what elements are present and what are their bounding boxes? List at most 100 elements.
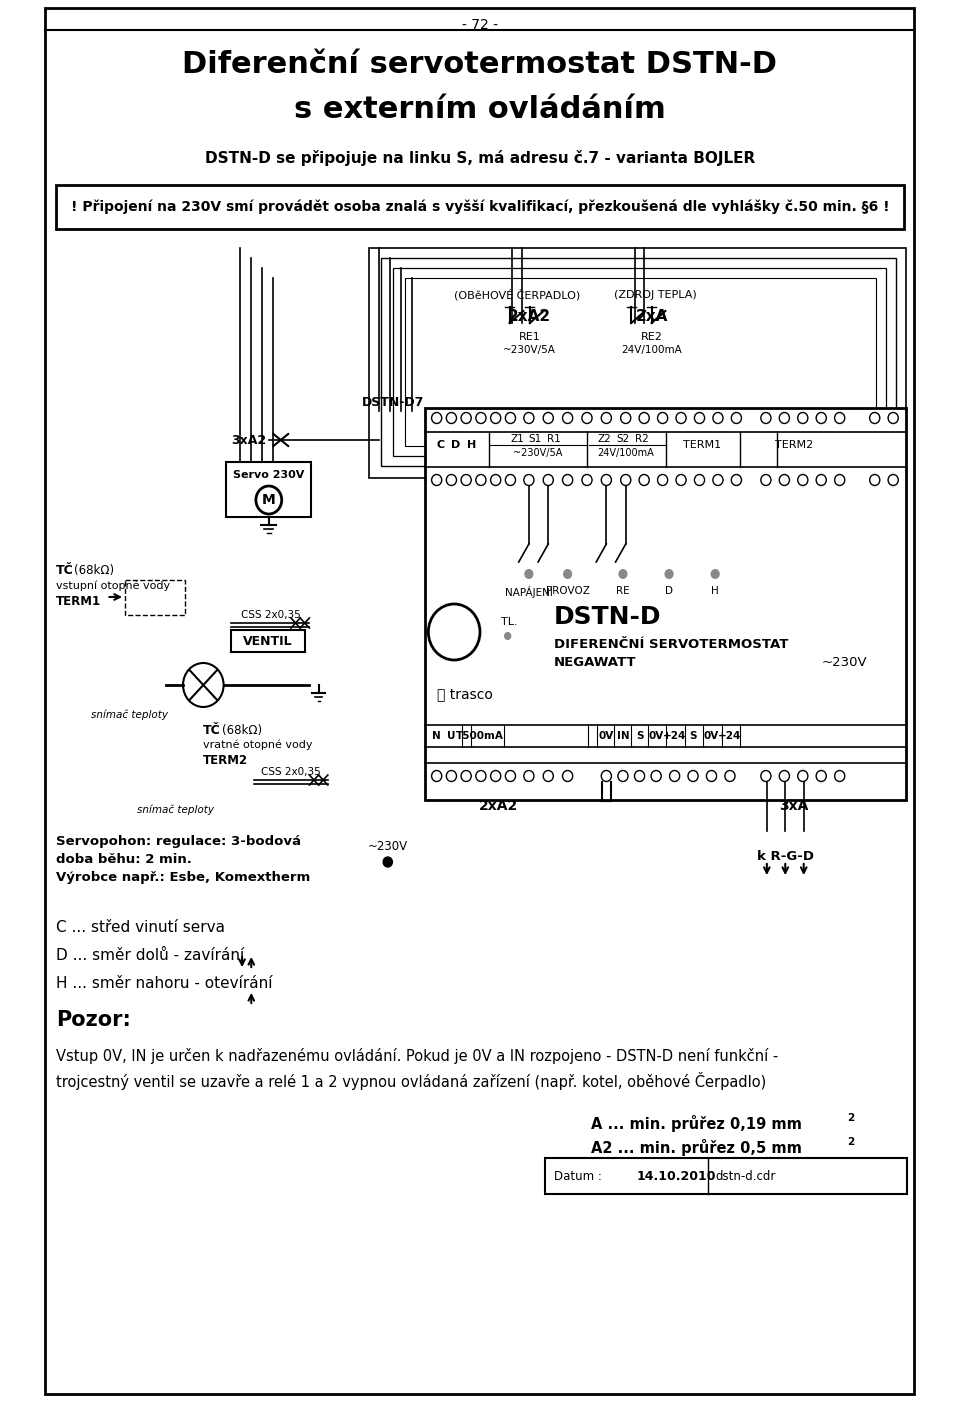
Text: U: U bbox=[447, 731, 456, 741]
Text: TERM2: TERM2 bbox=[204, 753, 249, 766]
Text: - 72 -: - 72 - bbox=[462, 18, 498, 32]
Text: (OBěHOVÉ ČERPADLO): (OBěHOVÉ ČERPADLO) bbox=[454, 289, 580, 300]
Text: (68kΩ): (68kΩ) bbox=[74, 564, 114, 577]
Text: 2xA2: 2xA2 bbox=[479, 798, 518, 812]
Circle shape bbox=[618, 570, 628, 579]
Text: trojcestný ventil se uzavře a relé 1 a 2 vypnou ovládaná zařízení (např. kotel, : trojcestný ventil se uzavře a relé 1 a 2… bbox=[56, 1072, 766, 1090]
Text: VENTIL: VENTIL bbox=[243, 634, 293, 648]
Bar bbox=[424, 408, 906, 800]
Text: TERM2: TERM2 bbox=[776, 441, 814, 450]
Bar bbox=[231, 630, 304, 652]
Text: Servopohon: regulace: 3-bodová: Servopohon: regulace: 3-bodová bbox=[56, 835, 300, 847]
Text: Pozor:: Pozor: bbox=[56, 1010, 131, 1030]
Text: C ... střed vinutí serva: C ... střed vinutí serva bbox=[56, 920, 225, 934]
Text: TČ: TČ bbox=[204, 724, 221, 737]
Text: ! Připojení na 230V smí provádět osoba znalá s vyšší kvalifikací, přezkoušená dl: ! Připojení na 230V smí provádět osoba z… bbox=[71, 199, 889, 215]
Text: vstupní otopné vody: vstupní otopné vody bbox=[56, 581, 170, 591]
Text: 2xA2: 2xA2 bbox=[508, 309, 551, 324]
Text: Z1: Z1 bbox=[510, 434, 524, 443]
Text: 3xA: 3xA bbox=[779, 798, 808, 812]
Circle shape bbox=[383, 857, 393, 867]
Text: dstn-d.cdr: dstn-d.cdr bbox=[715, 1170, 776, 1183]
Text: IN: IN bbox=[616, 731, 629, 741]
Text: Z2: Z2 bbox=[598, 434, 612, 443]
Text: 2: 2 bbox=[847, 1113, 854, 1122]
Text: (68kΩ): (68kΩ) bbox=[222, 724, 262, 737]
Text: RE1: RE1 bbox=[519, 333, 540, 342]
Text: S: S bbox=[689, 731, 697, 741]
Text: 3xA2: 3xA2 bbox=[231, 434, 266, 446]
Text: +24: +24 bbox=[663, 731, 686, 741]
Circle shape bbox=[504, 631, 512, 640]
Text: CSS 2x0,35: CSS 2x0,35 bbox=[241, 610, 300, 620]
Text: DSTN-D: DSTN-D bbox=[554, 605, 661, 629]
Text: Ⓣ trasco: Ⓣ trasco bbox=[437, 687, 492, 702]
Text: H: H bbox=[468, 441, 476, 450]
Circle shape bbox=[563, 570, 572, 579]
Circle shape bbox=[710, 570, 720, 579]
Text: vratné otopné vody: vratné otopné vody bbox=[204, 739, 313, 751]
Text: DIFERENČNÍ SERVOTERMOSTAT: DIFERENČNÍ SERVOTERMOSTAT bbox=[554, 637, 788, 651]
Text: D ... směr dolů - zavírání: D ... směr dolů - zavírání bbox=[56, 948, 244, 962]
Text: Výrobce např.: Esbe, Komextherm: Výrobce např.: Esbe, Komextherm bbox=[56, 871, 310, 884]
Text: C: C bbox=[436, 441, 444, 450]
Text: s externím ovládáním: s externím ovládáním bbox=[294, 95, 666, 123]
Text: M: M bbox=[262, 492, 276, 506]
Bar bbox=[405, 278, 876, 446]
Text: NEGAWATT: NEGAWATT bbox=[554, 655, 636, 668]
Text: D: D bbox=[451, 441, 461, 450]
Text: H: H bbox=[711, 586, 719, 596]
Text: Servo 230V: Servo 230V bbox=[233, 470, 304, 480]
Text: S2: S2 bbox=[616, 434, 630, 443]
Bar bbox=[545, 1157, 907, 1194]
Text: 24V/100mA: 24V/100mA bbox=[621, 345, 682, 355]
Circle shape bbox=[524, 570, 534, 579]
Text: ~230V: ~230V bbox=[822, 655, 867, 668]
Text: RE: RE bbox=[616, 586, 630, 596]
Text: R2: R2 bbox=[635, 434, 648, 443]
Text: D: D bbox=[665, 586, 673, 596]
Text: snímač teploty: snímač teploty bbox=[91, 710, 168, 720]
Text: PROVOZ: PROVOZ bbox=[545, 586, 589, 596]
Text: R1: R1 bbox=[547, 434, 561, 443]
Text: S: S bbox=[636, 731, 643, 741]
Text: Diferenční servotermostat DSTN-D: Diferenční servotermostat DSTN-D bbox=[182, 51, 778, 79]
Text: TČ: TČ bbox=[56, 564, 74, 577]
Text: S1: S1 bbox=[529, 434, 542, 443]
Text: H ... směr nahoru - otevírání: H ... směr nahoru - otevírání bbox=[56, 976, 273, 991]
Text: A ... min. průřez 0,19 mm: A ... min. průřez 0,19 mm bbox=[590, 1115, 802, 1132]
Text: TERM1: TERM1 bbox=[684, 441, 721, 450]
Text: T500mA: T500mA bbox=[456, 731, 504, 741]
Bar bbox=[56, 185, 904, 229]
Text: 2: 2 bbox=[847, 1136, 854, 1148]
Bar bbox=[381, 258, 896, 466]
Text: CSS 2x0,35: CSS 2x0,35 bbox=[261, 767, 321, 777]
Text: RE2: RE2 bbox=[640, 333, 662, 342]
Text: NAPÁJENÍ: NAPÁJENÍ bbox=[505, 586, 553, 598]
Text: N: N bbox=[432, 731, 441, 741]
Text: DSTN-D se připojuje na linku S, má adresu č.7 - varianta BOJLER: DSTN-D se připojuje na linku S, má adres… bbox=[204, 150, 756, 166]
Text: ~230V: ~230V bbox=[368, 839, 408, 853]
Text: Datum :: Datum : bbox=[554, 1170, 602, 1183]
Text: Vstup 0V, IN je určen k nadřazenému ovládání. Pokud je 0V a IN rozpojeno - DSTN-: Vstup 0V, IN je určen k nadřazenému ovlá… bbox=[56, 1048, 778, 1063]
Text: DSTN-D7: DSTN-D7 bbox=[362, 396, 424, 408]
Text: 2xA: 2xA bbox=[636, 309, 668, 324]
Bar bbox=[125, 579, 185, 615]
Text: k R-G-D: k R-G-D bbox=[756, 849, 814, 863]
Bar bbox=[227, 462, 311, 516]
Bar bbox=[370, 248, 906, 478]
Text: 14.10.2010: 14.10.2010 bbox=[636, 1170, 716, 1183]
Circle shape bbox=[664, 570, 674, 579]
Text: 24V/100mA: 24V/100mA bbox=[597, 448, 654, 457]
Text: ~230V/5A: ~230V/5A bbox=[503, 345, 556, 355]
Text: 0V: 0V bbox=[704, 731, 719, 741]
Bar bbox=[394, 268, 886, 456]
Text: +24: +24 bbox=[718, 731, 742, 741]
Text: 0V: 0V bbox=[599, 731, 614, 741]
Text: snímač teploty: snímač teploty bbox=[137, 805, 214, 815]
Text: ~230V/5A: ~230V/5A bbox=[514, 448, 563, 457]
Text: A2 ... min. průřez 0,5 mm: A2 ... min. průřez 0,5 mm bbox=[590, 1139, 802, 1156]
Text: TL.: TL. bbox=[501, 617, 517, 627]
Text: 0V: 0V bbox=[649, 731, 663, 741]
Text: TERM1: TERM1 bbox=[56, 595, 101, 607]
